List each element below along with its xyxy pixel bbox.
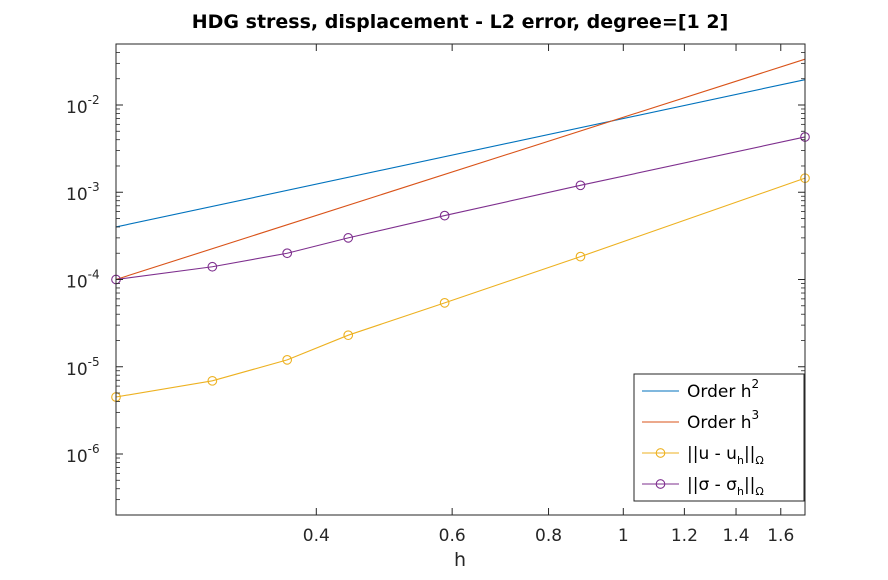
ticks-layer: 0.4 0.6 0.8 1 1.2 1.4 1.6 10-6 10-5 10-4 10-3 10-2 (66, 43, 805, 546)
legend-label-2: ||u - uh||Ω (687, 444, 764, 467)
legend-label-3: ||σ - σh||Ω (687, 475, 764, 498)
data-point (439, 210, 450, 221)
y-tick-label: 10-6 (66, 442, 100, 467)
y-tick-label: 10-4 (66, 268, 100, 293)
data-point (575, 180, 586, 191)
legend-marker-3 (655, 479, 666, 489)
series-line-1 (115, 58, 806, 281)
series-layer (111, 58, 810, 402)
x-tick-label: 1.4 (723, 526, 750, 546)
data-point (439, 298, 450, 308)
x-axis-label: h (454, 549, 466, 571)
legend: Order h2 Order h3 ||u - uh||Ω ||σ - σh||Ω (633, 373, 805, 502)
x-tick-label: 0.6 (439, 526, 466, 546)
data-point (343, 330, 354, 341)
data-point (282, 248, 293, 259)
legend-marker-2 (655, 448, 666, 458)
data-point (282, 354, 293, 365)
data-point (343, 233, 354, 243)
legend-label-1: Order h3 (687, 408, 759, 433)
y-tick-label: 10-5 (66, 355, 100, 380)
y-tick-label: 10-3 (66, 180, 100, 205)
data-point (575, 251, 586, 262)
x-tick-label: 0.8 (535, 526, 562, 546)
y-tick-label: 10-2 (66, 93, 100, 118)
data-point (207, 375, 218, 386)
series-line-0 (115, 79, 806, 228)
x-tick-label: 1.2 (671, 526, 698, 546)
legend-label-0: Order h2 (687, 377, 759, 402)
chart-title: HDG stress, displacement - L2 error, deg… (192, 11, 729, 33)
x-tick-label: 1.6 (767, 526, 794, 546)
data-point (207, 261, 218, 272)
x-tick-label: 1 (618, 526, 629, 546)
series-line-2 (115, 177, 806, 398)
series-line-3 (115, 136, 806, 281)
x-tick-label: 0.4 (303, 526, 330, 546)
